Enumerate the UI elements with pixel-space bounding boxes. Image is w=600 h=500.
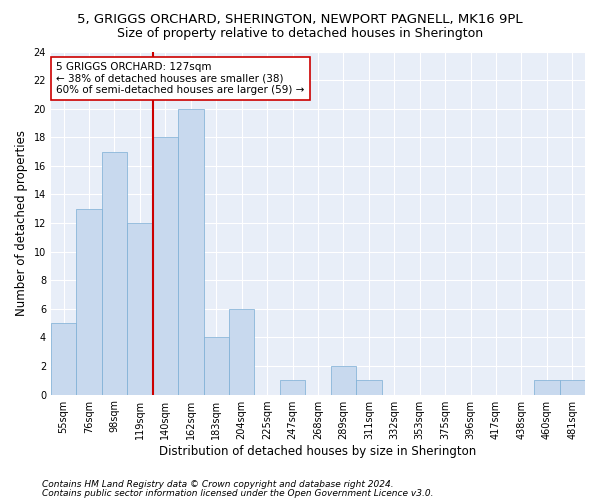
Bar bbox=[280, 380, 305, 394]
Y-axis label: Number of detached properties: Number of detached properties bbox=[15, 130, 28, 316]
Text: Size of property relative to detached houses in Sherington: Size of property relative to detached ho… bbox=[117, 28, 483, 40]
Bar bbox=[229, 309, 254, 394]
Text: 5, GRIGGS ORCHARD, SHERINGTON, NEWPORT PAGNELL, MK16 9PL: 5, GRIGGS ORCHARD, SHERINGTON, NEWPORT P… bbox=[77, 12, 523, 26]
Bar bbox=[127, 223, 152, 394]
Bar bbox=[51, 323, 76, 394]
Bar bbox=[152, 138, 178, 394]
Text: Contains public sector information licensed under the Open Government Licence v3: Contains public sector information licen… bbox=[42, 488, 433, 498]
Bar bbox=[331, 366, 356, 394]
Bar bbox=[102, 152, 127, 394]
Bar bbox=[178, 108, 203, 395]
Bar bbox=[534, 380, 560, 394]
Bar bbox=[76, 208, 102, 394]
Bar bbox=[356, 380, 382, 394]
X-axis label: Distribution of detached houses by size in Sherington: Distribution of detached houses by size … bbox=[160, 444, 476, 458]
Text: Contains HM Land Registry data © Crown copyright and database right 2024.: Contains HM Land Registry data © Crown c… bbox=[42, 480, 394, 489]
Bar bbox=[203, 338, 229, 394]
Bar bbox=[560, 380, 585, 394]
Text: 5 GRIGGS ORCHARD: 127sqm
← 38% of detached houses are smaller (38)
60% of semi-d: 5 GRIGGS ORCHARD: 127sqm ← 38% of detach… bbox=[56, 62, 305, 95]
